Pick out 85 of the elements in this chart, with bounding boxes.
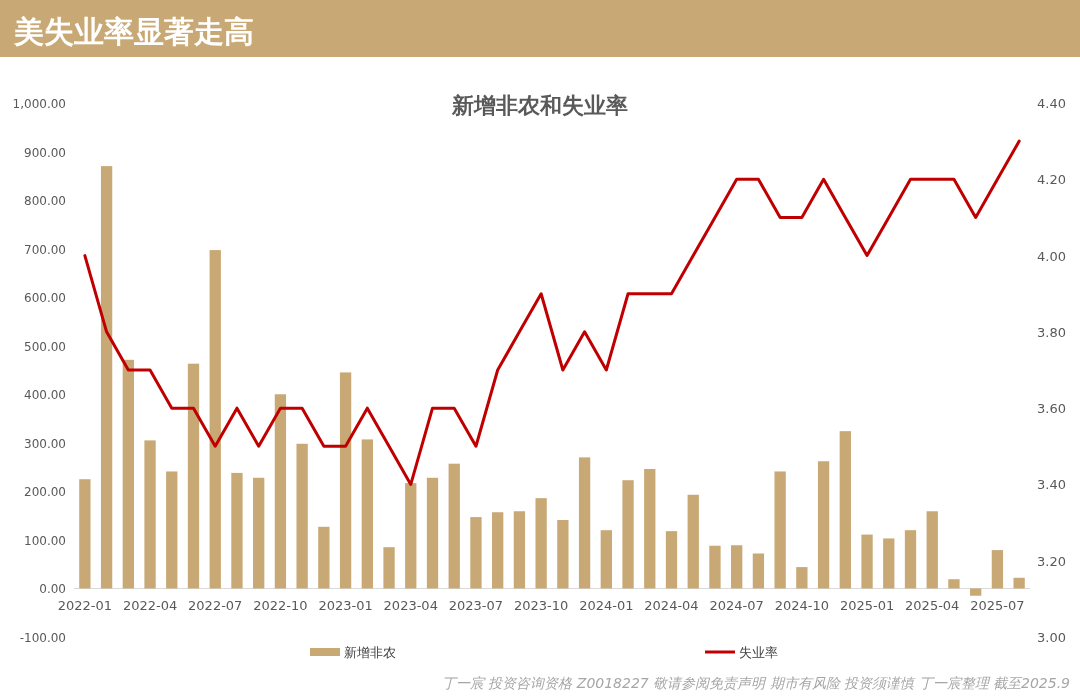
bar xyxy=(448,463,460,589)
bar xyxy=(470,517,482,589)
bar xyxy=(79,479,91,589)
x-tick-label: 2025-07 xyxy=(970,598,1025,614)
y-tick-label: 700.00 xyxy=(24,242,66,257)
bar xyxy=(426,477,439,589)
bar xyxy=(383,547,395,589)
bar xyxy=(296,443,308,589)
bar xyxy=(926,511,938,589)
bar xyxy=(231,472,243,589)
bar xyxy=(687,494,699,589)
bar xyxy=(839,431,851,589)
bar xyxy=(405,483,417,589)
bar xyxy=(644,469,656,589)
x-tick-label: 2025-04 xyxy=(905,598,960,614)
bar xyxy=(122,359,134,589)
line-series xyxy=(83,139,1021,486)
x-tick-label: 2023-04 xyxy=(383,598,438,614)
bar xyxy=(209,250,221,589)
y-tick-label: 100.00 xyxy=(24,533,66,548)
bar xyxy=(970,588,982,596)
x-tick-label: 2022-01 xyxy=(57,598,113,614)
bar xyxy=(339,372,352,589)
y-tick-label: 1,000.00 xyxy=(12,97,66,111)
bar xyxy=(187,363,200,589)
bar xyxy=(513,511,526,589)
y-tick-label: 800.00 xyxy=(24,194,66,209)
chart-title: 美失业率显著走高 xyxy=(13,14,254,49)
x-tick-label: 2023-10 xyxy=(513,598,569,614)
bar xyxy=(991,550,1004,589)
bar xyxy=(318,526,330,589)
y-tick-label: 300.00 xyxy=(24,436,66,451)
x-tick-label: 2022-07 xyxy=(188,598,243,614)
x-tick-label: 2024-07 xyxy=(709,598,764,614)
y-tick-label: -100.00 xyxy=(19,631,66,645)
bar xyxy=(361,439,373,589)
y2-tick-label: 4.00 xyxy=(1037,248,1066,264)
bar xyxy=(709,545,721,589)
y2-tick-label: 4.40 xyxy=(1037,96,1066,111)
x-tick-label: 2024-01 xyxy=(579,598,634,614)
y-tick-label: 500.00 xyxy=(24,339,66,354)
x-tick-label: 2023-07 xyxy=(448,598,504,614)
x-tick-label: 2022-04 xyxy=(122,598,178,614)
x-tick-label: 2023-01 xyxy=(318,598,373,614)
bar xyxy=(100,166,113,589)
bar xyxy=(774,471,786,589)
x-tick-label: 2024-10 xyxy=(774,598,830,614)
y-tick-label: 400.00 xyxy=(24,388,66,403)
bar xyxy=(883,538,895,589)
bar xyxy=(731,545,743,589)
bar xyxy=(1013,577,1025,589)
y2-tick-label: 3.20 xyxy=(1037,553,1066,569)
bar xyxy=(557,520,569,589)
y-tick-label: 200.00 xyxy=(24,485,66,500)
bar xyxy=(622,480,634,589)
legend-label: 新增非农 xyxy=(344,645,396,660)
y-tick-label: 0.00 xyxy=(39,582,66,597)
y2-tick-label: 3.60 xyxy=(1037,401,1066,417)
bar xyxy=(817,461,830,589)
y-tick-label: 600.00 xyxy=(24,291,66,306)
y2-tick-label: 3.80 xyxy=(1037,324,1066,340)
legend-label: 失业率 xyxy=(739,645,778,660)
y2-tick-label: 3.00 xyxy=(1037,630,1066,645)
bar xyxy=(578,457,591,589)
bar xyxy=(904,530,917,589)
bar xyxy=(948,579,960,589)
bar xyxy=(274,394,287,589)
bar xyxy=(600,530,612,589)
y2-tick-label: 3.40 xyxy=(1037,477,1066,493)
bar xyxy=(253,477,265,589)
x-tick-label: 2024-04 xyxy=(644,598,699,614)
y2-tick-label: 4.20 xyxy=(1037,172,1066,188)
bar xyxy=(861,534,873,589)
bar xyxy=(665,531,678,589)
chart-subtitle: 新增非农和失业率 xyxy=(451,93,628,118)
bar xyxy=(166,471,178,589)
x-tick-label: 2025-01 xyxy=(839,598,895,614)
bar xyxy=(492,512,504,589)
bar xyxy=(796,567,808,589)
x-tick-label: 2022-10 xyxy=(253,598,308,614)
text: 丁一宸 投资咨询资格 Z0018227 敬请参阅免责声明 期市有风险 投资须谨慎 丁一宸整理 截至2025.9 xyxy=(441,675,1071,691)
bar xyxy=(535,498,547,589)
y-tick-label: 900.00 xyxy=(24,145,66,160)
bar xyxy=(144,440,156,589)
bar xyxy=(752,553,765,589)
